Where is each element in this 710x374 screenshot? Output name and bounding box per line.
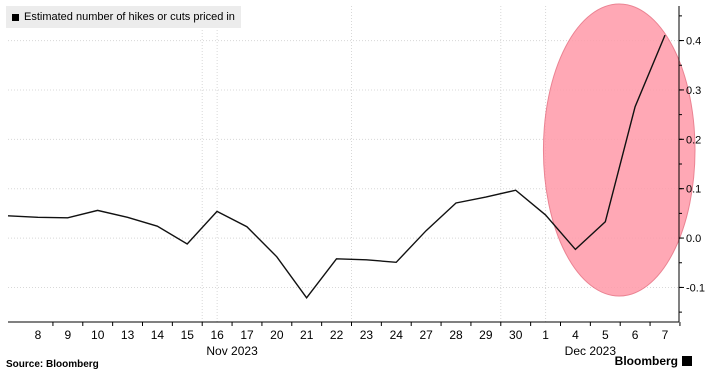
x-tick-label: 10 — [91, 328, 105, 342]
y-tick-label: 0.0 — [686, 233, 701, 245]
highlight-ellipse — [542, 3, 696, 297]
bloomberg-logo-icon — [682, 356, 692, 366]
x-tick-label: 20 — [270, 328, 284, 342]
x-month-label: Nov 2023 — [206, 344, 258, 358]
legend: Estimated number of hikes or cuts priced… — [6, 6, 241, 28]
legend-swatch — [12, 13, 19, 21]
x-tick-label: 30 — [509, 328, 523, 342]
y-tick-label: -0.1 — [686, 282, 705, 294]
x-tick-label: 28 — [449, 328, 463, 342]
legend-label: Estimated number of hikes or cuts priced… — [24, 11, 235, 23]
x-tick-label: 22 — [330, 328, 344, 342]
x-tick-label: 7 — [662, 328, 669, 342]
x-month-label: Dec 2023 — [565, 344, 617, 358]
y-tick-label: 0.4 — [686, 36, 701, 48]
x-tick-label: 17 — [240, 328, 254, 342]
y-tick-label: 0.3 — [686, 85, 701, 97]
x-tick-label: 15 — [181, 328, 195, 342]
y-tick-label: 0.2 — [686, 134, 701, 146]
x-tick-label: 13 — [121, 328, 135, 342]
x-tick-label: 16 — [210, 328, 224, 342]
y-tick-label: 0.1 — [686, 184, 701, 196]
brand-name: Bloomberg — [614, 354, 678, 368]
x-tick-label: 4 — [572, 328, 579, 342]
x-tick-label: 21 — [300, 328, 314, 342]
x-tick-label: 27 — [419, 328, 433, 342]
x-tick-label: 5 — [602, 328, 609, 342]
x-tick-label: 24 — [390, 328, 404, 342]
x-tick-label: 6 — [632, 328, 639, 342]
x-tick-label: 8 — [35, 328, 42, 342]
x-tick-label: 23 — [360, 328, 374, 342]
x-tick-label: 9 — [65, 328, 72, 342]
x-tick-label: 14 — [151, 328, 165, 342]
x-tick-label: 29 — [479, 328, 493, 342]
series-line — [7, 34, 666, 299]
source-note: Source: Bloomberg — [6, 359, 99, 369]
x-tick-label: 1 — [542, 328, 549, 342]
brand-mark: Bloomberg — [615, 354, 692, 368]
